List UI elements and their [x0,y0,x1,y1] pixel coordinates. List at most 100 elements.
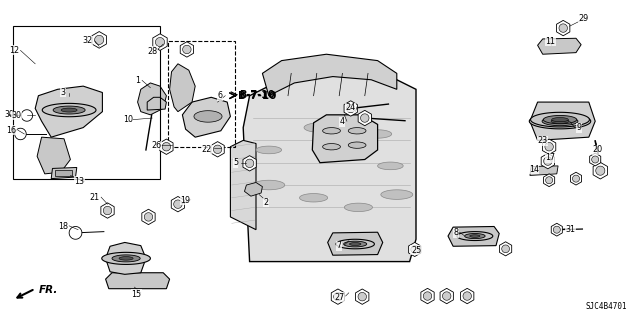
Polygon shape [194,111,222,122]
Polygon shape [551,223,563,236]
Polygon shape [570,172,582,185]
Polygon shape [138,83,166,115]
Polygon shape [153,34,167,50]
Polygon shape [541,153,554,169]
Text: 31: 31 [566,225,576,234]
Polygon shape [499,242,512,256]
Text: 26: 26 [151,141,161,150]
Polygon shape [112,255,140,262]
Polygon shape [543,157,552,165]
Polygon shape [344,241,367,247]
Polygon shape [408,242,421,256]
Polygon shape [557,20,570,36]
Text: 2: 2 [264,198,269,207]
Polygon shape [529,114,591,129]
Text: 17: 17 [545,153,556,162]
Text: 12: 12 [9,46,19,55]
Text: 29: 29 [579,14,589,23]
Polygon shape [440,288,453,304]
Polygon shape [592,156,599,163]
Polygon shape [364,130,392,138]
Polygon shape [356,289,369,304]
Polygon shape [119,257,133,260]
Polygon shape [530,166,558,175]
Bar [55,170,72,176]
Text: 6: 6 [218,91,223,100]
Polygon shape [245,159,254,167]
Polygon shape [333,293,342,301]
Polygon shape [182,97,230,137]
Polygon shape [323,128,340,134]
Polygon shape [421,288,434,304]
Polygon shape [358,293,367,301]
Text: 13: 13 [74,177,84,186]
Polygon shape [243,156,256,171]
Polygon shape [21,110,33,121]
Polygon shape [262,54,397,96]
Polygon shape [103,206,112,215]
Polygon shape [593,162,607,179]
Text: B-7-10: B-7-10 [239,90,275,100]
Polygon shape [573,175,580,182]
Polygon shape [101,203,114,218]
Text: 9: 9 [577,123,582,132]
Polygon shape [42,103,96,117]
Polygon shape [448,226,499,246]
Polygon shape [15,128,26,140]
Polygon shape [156,38,164,47]
Polygon shape [531,112,589,127]
Text: 30: 30 [12,111,22,120]
Polygon shape [378,162,403,170]
Polygon shape [95,35,104,44]
Polygon shape [182,45,191,54]
Text: 8: 8 [453,228,458,237]
Polygon shape [332,289,344,304]
Polygon shape [551,119,569,123]
Polygon shape [336,239,374,249]
Text: 22: 22 [201,145,211,154]
Polygon shape [461,288,474,304]
Polygon shape [463,292,472,300]
Polygon shape [360,114,369,122]
Text: 24: 24 [346,103,356,112]
Polygon shape [312,115,378,163]
Polygon shape [147,97,166,110]
Polygon shape [142,209,155,225]
Text: 20: 20 [593,145,603,154]
Polygon shape [411,246,419,253]
Polygon shape [160,139,173,154]
Polygon shape [92,32,106,48]
Text: 7: 7 [337,241,342,250]
Polygon shape [502,245,509,253]
Polygon shape [51,167,77,179]
Text: 3: 3 [60,88,65,97]
Text: 32: 32 [82,36,92,45]
Polygon shape [323,144,340,150]
Polygon shape [304,123,336,132]
Text: FR.: FR. [38,285,58,295]
Polygon shape [256,146,282,154]
Polygon shape [543,174,555,187]
Polygon shape [162,143,171,151]
Polygon shape [465,234,485,239]
Polygon shape [213,145,222,153]
Polygon shape [144,213,153,221]
Polygon shape [596,166,605,175]
Polygon shape [69,226,82,239]
Polygon shape [173,200,182,208]
Polygon shape [37,137,70,174]
Polygon shape [381,190,413,199]
Text: 1: 1 [135,76,140,85]
Polygon shape [172,197,184,212]
Text: 23: 23 [538,137,548,145]
Text: 18: 18 [58,222,68,231]
Text: 16: 16 [6,126,17,135]
Polygon shape [344,101,357,116]
Text: B-7-10: B-7-10 [238,91,276,101]
Polygon shape [538,38,581,54]
Polygon shape [349,243,361,245]
Polygon shape [35,86,102,137]
Polygon shape [106,273,170,289]
Polygon shape [230,140,256,230]
Polygon shape [546,177,553,184]
